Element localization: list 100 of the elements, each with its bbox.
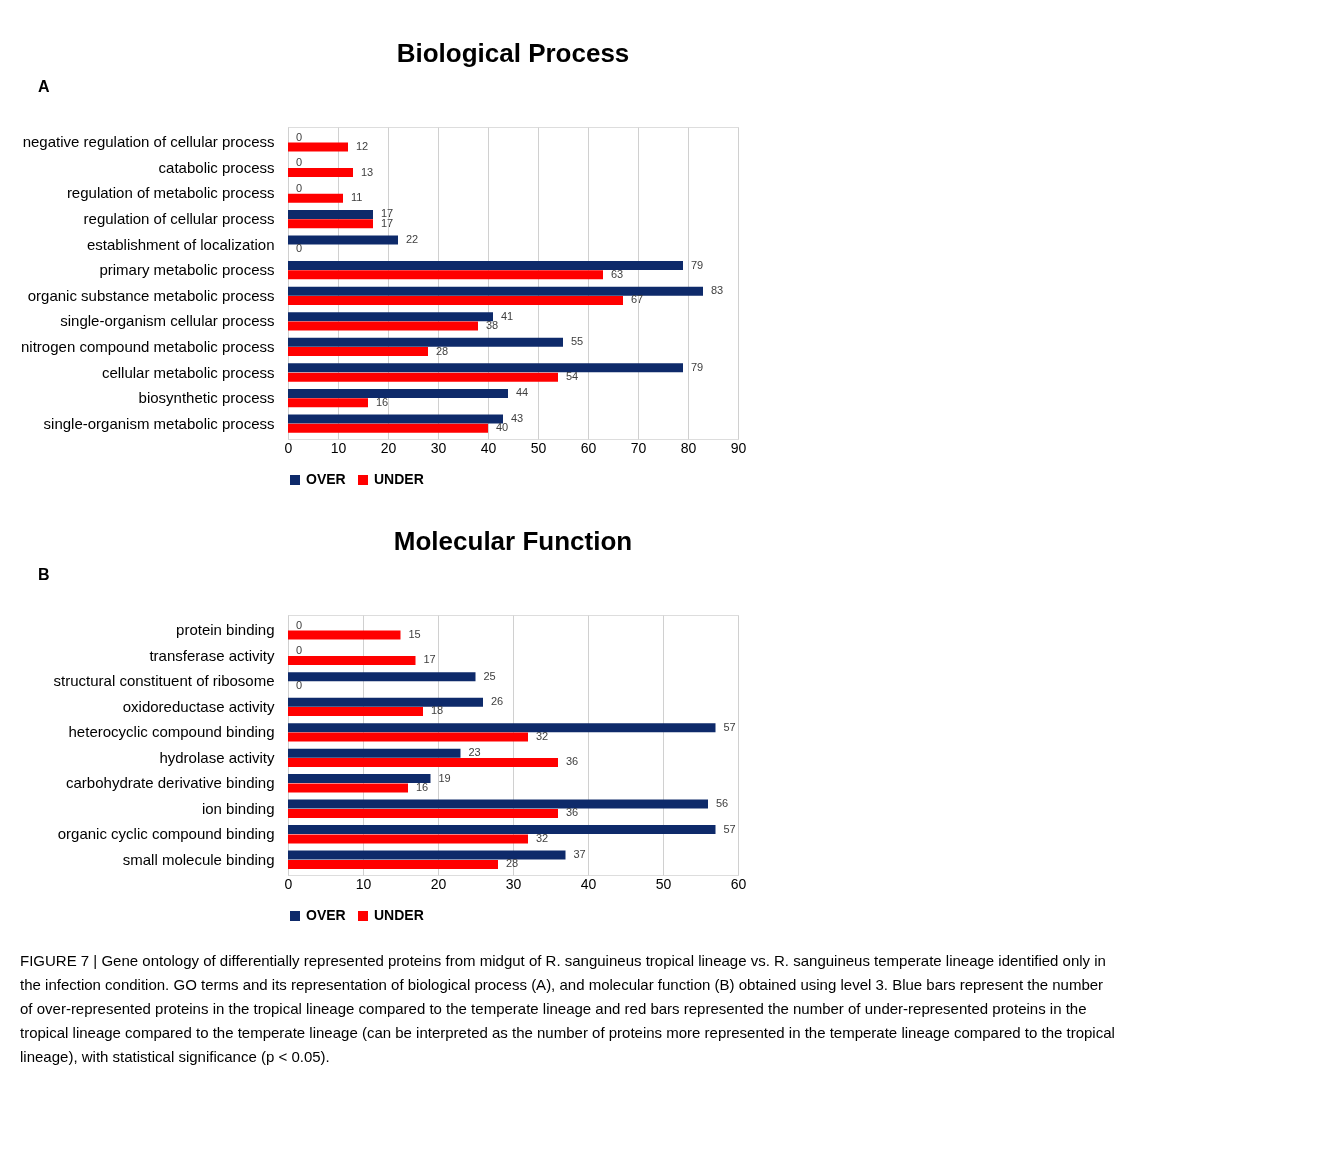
bar [288,193,343,203]
bar [288,219,373,229]
data-label: 23 [468,746,481,759]
data-label: 32 [536,831,549,844]
data-label: 54 [566,370,579,383]
bar [288,748,461,758]
bar [288,347,428,357]
data-label: 13 [361,165,374,178]
y-tick-label: carbohydrate derivative binding [66,774,275,792]
bar [288,672,476,682]
x-tick-label: 30 [430,439,447,456]
data-label: 44 [516,386,529,399]
y-tick-label: cellular metabolic process [101,363,275,381]
bar [288,286,703,296]
bar [288,209,373,219]
data-label: 0 [296,618,303,631]
bar [288,757,558,767]
data-label: 36 [566,806,579,819]
data-label: 79 [691,258,704,271]
legend-label: UNDER [374,907,424,923]
bar [288,168,353,178]
bar [288,774,431,784]
bar [288,706,423,716]
bar [288,235,398,245]
x-tick-label: 20 [430,875,447,892]
x-tick-label: 60 [580,439,597,456]
x-tick-label: 80 [680,439,697,456]
data-label: 22 [406,232,419,245]
data-label: 25 [483,669,496,682]
text: A [38,78,50,95]
data-label: 67 [631,293,644,306]
data-label: 16 [416,780,429,793]
bar [288,859,498,869]
x-tick-label: 30 [505,875,522,892]
bar [288,142,348,152]
chart-title: Biological Process [396,38,630,68]
bar [288,783,408,793]
data-label: 83 [711,284,724,297]
chart-title: Molecular Function [393,526,633,556]
data-label: 0 [296,644,303,657]
y-tick-label: hydrolase activity [159,748,275,766]
bar [288,825,716,835]
y-tick-label: regulation of metabolic process [66,184,275,202]
data-label: 41 [501,309,514,322]
y-tick-label: transferase activity [149,646,275,664]
y-tick-label: organic cyclic compound binding [57,825,275,843]
y-tick-label: single-organism cellular process [60,312,275,330]
caption: FIGURE 7 | Gene ontology of differentially represented proteins from midgut of R. sanguineus tropical lineage vs. R. sanguineus temperate lineage identified only in the infection condition. GO terms and its representation of biological process (A), and molecular function (B) obtained using level 3. Blue bars represent the number of over-represented proteins in the tropical lineage compared to the temperate lineage and red bars represented the number of under-represented proteins in the tropical lineage compared to the temperate lineage (can be interpreted as the number of proteins more represented in the temperate lineage compared to the tropical lineage), with statistical significance (p < 0.05). [20,951,1115,1065]
bar [288,321,478,331]
y-tick-label: biosynthetic process [138,389,275,407]
data-label: 11 [351,191,363,204]
data-label: 28 [436,344,449,357]
y-tick-label: negative regulation of cellular process [22,133,275,151]
y-tick-label: nitrogen compound metabolic process [21,337,275,355]
x-tick-label: 0 [284,875,293,892]
legend-label: UNDER [374,471,424,487]
bar [288,312,493,322]
data-label: 40 [496,421,509,434]
x-tick-label: 10 [330,439,347,456]
data-label: 12 [356,139,369,152]
data-label: 28 [506,857,519,870]
y-tick-label: establishment of localization [86,235,275,253]
data-label: 15 [408,627,421,640]
bar [288,372,558,382]
bar [288,398,368,408]
data-label: 26 [491,695,504,708]
y-tick-label: protein binding [176,621,275,639]
data-label: 19 [438,771,451,784]
y-tick-label: structural constituent of ribosome [53,672,275,690]
bar [288,295,623,305]
legend-label: OVER [306,471,346,487]
data-label: 0 [296,678,303,691]
data-label: 18 [431,704,444,717]
data-label: 36 [566,755,579,768]
bar [288,808,558,818]
x-tick-label: 10 [355,875,372,892]
bar [288,423,488,433]
bar [288,799,708,809]
data-label: 43 [511,412,524,425]
y-tick-label: regulation of cellular process [83,210,275,228]
bar [288,723,716,733]
bar [288,363,683,373]
data-label: 16 [376,395,389,408]
data-label: 37 [573,848,586,861]
y-tick-label: primary metabolic process [99,261,275,279]
data-label: 79 [691,360,704,373]
bar [288,850,566,860]
y-tick-label: heterocyclic compound binding [68,723,275,741]
data-label: 63 [611,267,624,280]
bar [288,261,683,271]
data-label: 55 [571,335,584,348]
legend-label: OVER [306,907,346,923]
y-tick-label: catabolic process [158,158,275,176]
bar [288,732,528,742]
data-label: 57 [723,720,736,733]
data-label: 57 [723,822,736,835]
bar [288,630,401,640]
bar [288,388,508,398]
text: B [38,566,50,583]
x-tick-label: 90 [730,439,747,456]
